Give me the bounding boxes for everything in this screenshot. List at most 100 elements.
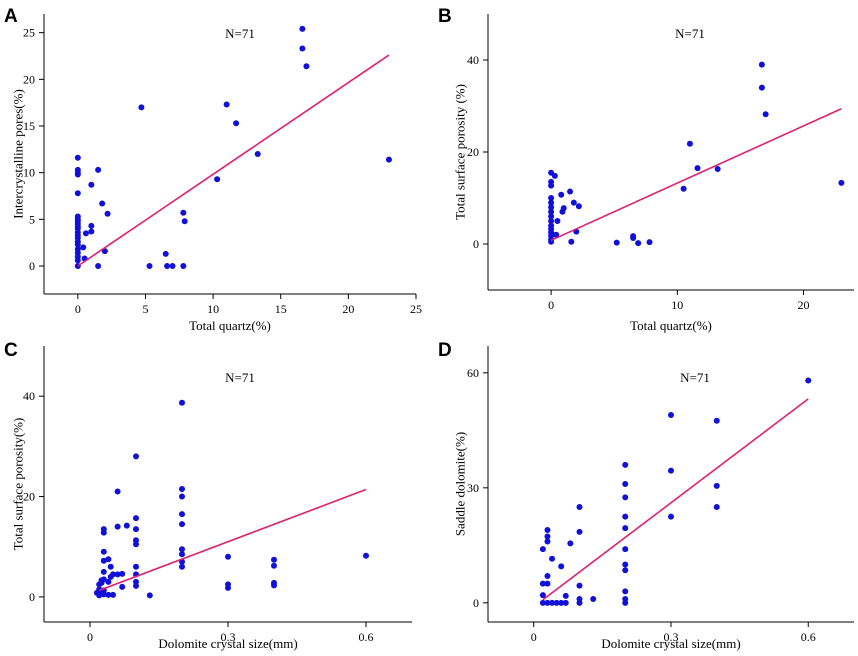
x-tick-label: 0.3	[664, 630, 679, 644]
data-point	[180, 209, 187, 216]
data-point	[169, 263, 176, 269]
data-point	[179, 399, 185, 406]
data-point	[119, 583, 126, 590]
data-point	[105, 578, 112, 585]
data-point	[74, 241, 81, 248]
y-axis-title: Total surface porosity (%)	[453, 84, 468, 220]
data-point	[539, 580, 546, 587]
y-tick-label: 5	[29, 212, 35, 226]
data-point	[88, 228, 95, 235]
data-point	[164, 263, 171, 269]
data-point	[622, 599, 629, 606]
data-point	[179, 493, 185, 500]
x-axis-title: Dolomite crystal size(mm)	[158, 636, 297, 651]
data-point	[100, 576, 107, 583]
data-point	[544, 580, 551, 587]
data-point	[105, 591, 112, 598]
data-point	[119, 570, 126, 577]
x-tick-label: 20	[342, 302, 354, 316]
data-point	[95, 166, 102, 173]
x-tick-label: 10	[207, 302, 219, 316]
panel-letter: D	[438, 340, 452, 361]
axes-frame	[487, 14, 854, 291]
data-point	[548, 213, 555, 220]
data-point	[548, 199, 555, 206]
data-point	[567, 188, 574, 195]
data-point	[179, 546, 185, 553]
data-point	[622, 546, 629, 553]
data-point	[548, 182, 555, 189]
tick-group: 0 0.3 0.6 0 30 60	[467, 366, 816, 644]
data-point	[181, 218, 188, 225]
data-point	[558, 191, 565, 198]
x-tick-label: 0.6	[359, 630, 374, 644]
x-tick-label: 0	[87, 630, 93, 644]
data-point	[622, 461, 629, 468]
data-point	[838, 179, 845, 186]
data-point	[180, 263, 187, 269]
data-point	[544, 538, 551, 545]
data-point	[544, 573, 551, 579]
data-point	[82, 230, 89, 237]
panel-d: D 0 0.3 0.6 0 30 60 Dolomite crystal size(mm)…	[438, 340, 854, 651]
data-point	[114, 523, 121, 530]
data-point	[553, 231, 560, 238]
data-point	[622, 525, 629, 532]
data-point	[539, 546, 546, 553]
point-group	[93, 399, 369, 599]
panel-a: A 0 5 10 15 20 25 0 5 10 15 20 25 Total quartz(%) I…	[4, 6, 422, 333]
data-point	[646, 239, 653, 246]
data-point	[554, 218, 561, 224]
data-point	[576, 599, 583, 606]
y-tick-label: 0	[473, 596, 479, 610]
data-point	[100, 568, 107, 575]
data-point	[549, 599, 556, 606]
fit-line	[542, 398, 809, 601]
panel-c: C 0 0.3 0.6 0 20 40 Dolomite crystal size(mm)…	[4, 340, 412, 651]
y-tick-label: 20	[467, 145, 479, 159]
data-point	[88, 222, 95, 229]
data-point	[562, 592, 569, 599]
data-point	[146, 263, 153, 269]
data-point	[714, 166, 721, 173]
panel-letter: B	[438, 6, 452, 27]
data-point	[668, 513, 674, 520]
data-point	[544, 533, 551, 540]
data-point	[668, 412, 674, 418]
panel-letter: A	[4, 6, 18, 27]
data-point	[680, 185, 687, 192]
y-tick-label: 30	[467, 481, 479, 495]
data-point	[539, 599, 546, 606]
data-point	[133, 563, 139, 570]
data-point	[271, 556, 277, 563]
fit-line	[77, 54, 390, 267]
data-point	[544, 599, 551, 606]
data-point	[576, 582, 583, 589]
data-point	[162, 250, 169, 257]
data-point	[299, 25, 306, 32]
axes-frame	[43, 14, 416, 295]
data-point	[713, 504, 720, 510]
data-point	[762, 111, 769, 118]
data-point	[146, 592, 153, 599]
data-point	[622, 588, 629, 595]
x-tick-label: 0.3	[221, 630, 236, 644]
data-point	[539, 592, 546, 599]
data-point	[575, 203, 582, 210]
data-point	[553, 599, 560, 606]
data-point	[622, 561, 629, 568]
data-point	[622, 481, 629, 487]
sample-count-annotation: N=71	[225, 370, 255, 385]
y-tick-label: 0	[29, 590, 35, 604]
data-point	[74, 171, 81, 178]
x-tick-label: 0	[531, 630, 537, 644]
y-tick-label: 40	[23, 389, 35, 403]
data-point	[570, 199, 577, 206]
data-point	[558, 563, 565, 570]
data-point	[805, 377, 812, 384]
x-tick-label: 10	[671, 298, 683, 312]
data-point	[179, 521, 185, 528]
data-point	[271, 562, 277, 569]
tick-group: 0 5 10 15 20 25 0 5 10 15 20 25	[23, 26, 422, 316]
data-point	[105, 556, 112, 563]
